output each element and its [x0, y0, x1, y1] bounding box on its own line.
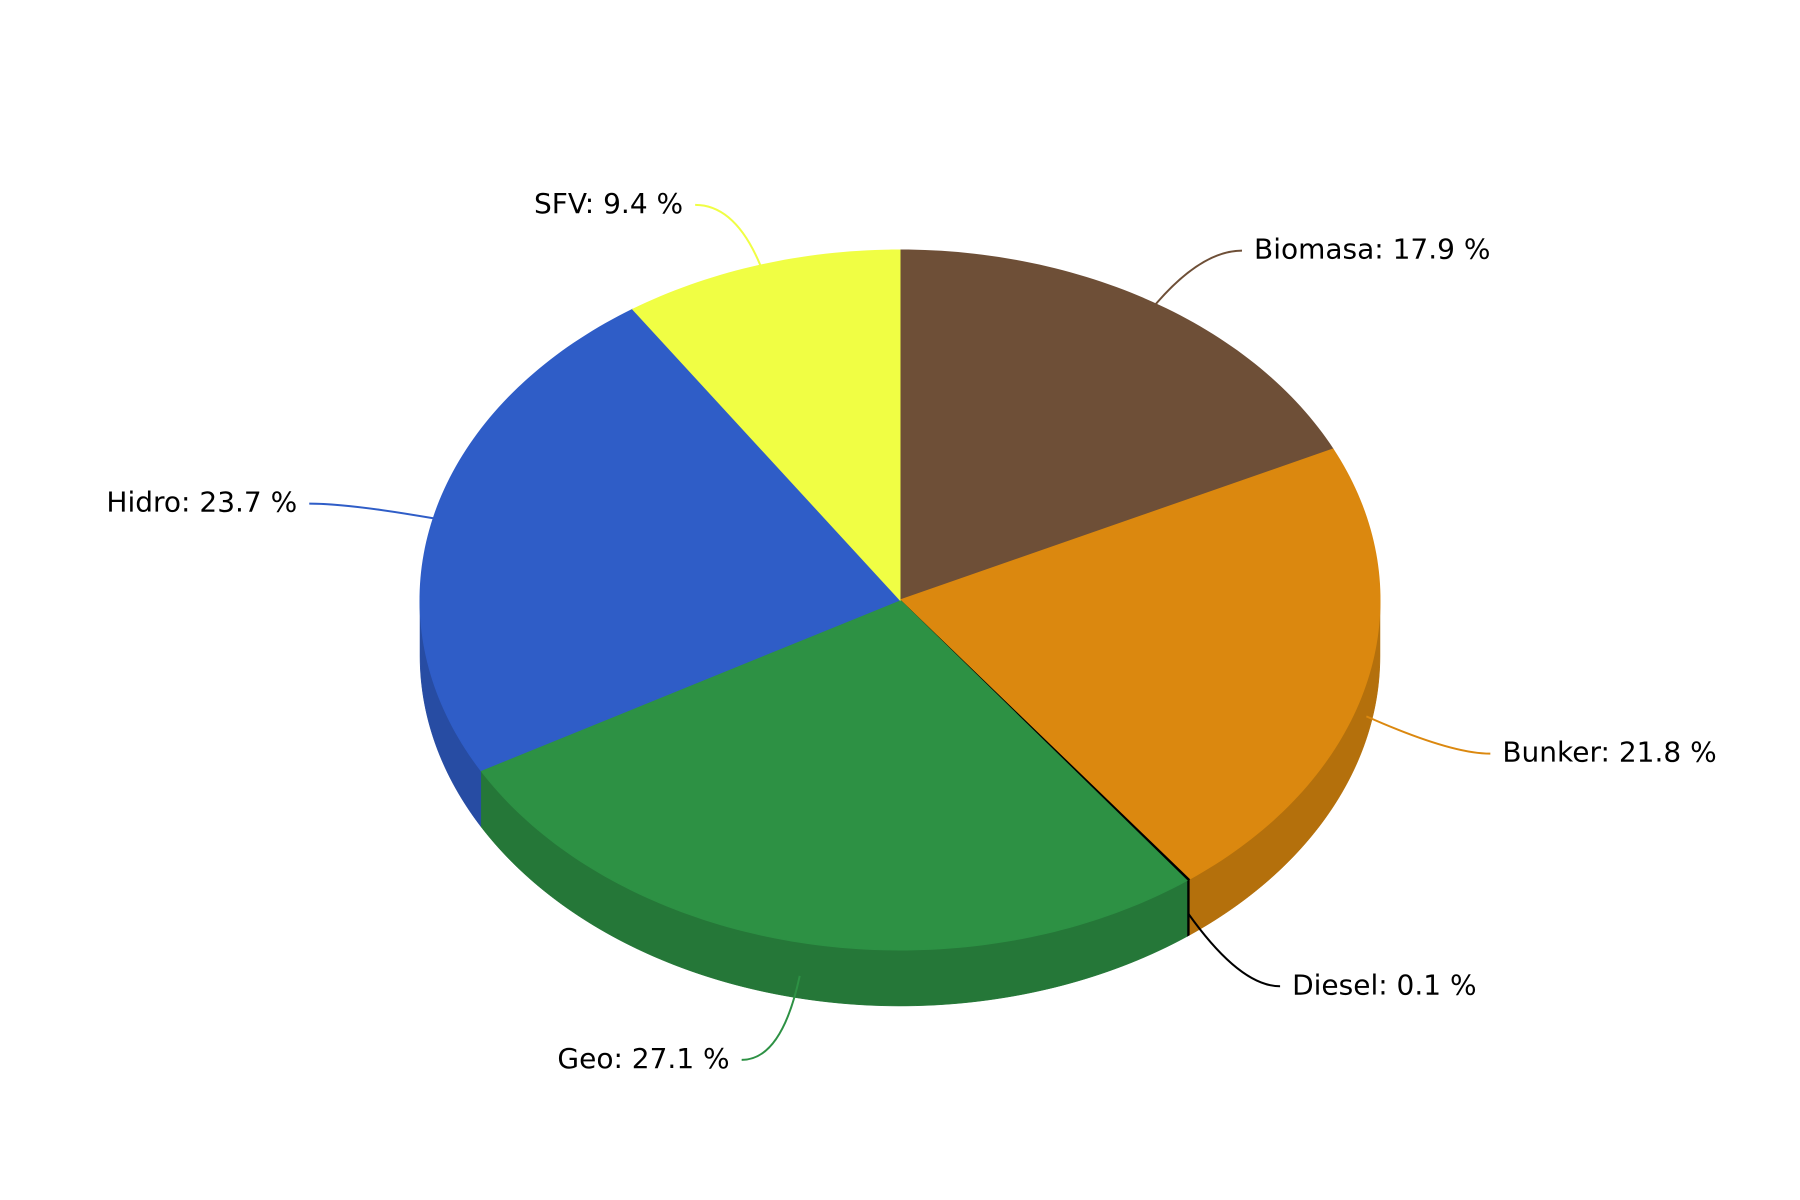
leader-line — [1155, 249, 1242, 305]
slice-side — [1186, 878, 1190, 937]
slice — [899, 448, 1381, 880]
data-label: Hidro: 23.7 % — [106, 486, 297, 519]
leader-line — [741, 975, 801, 1061]
data-label: Biomasa: 17.9 % — [1254, 233, 1490, 266]
leader-line — [1187, 912, 1281, 988]
slice — [899, 249, 1334, 601]
data-label: Diesel: 0.1 % — [1292, 968, 1477, 1001]
leader-line — [695, 203, 762, 266]
leader-line — [309, 502, 434, 520]
data-label: SFV: 9.4 % — [534, 187, 683, 220]
data-label: Bunker: 21.8 % — [1502, 736, 1716, 769]
slice — [480, 599, 1188, 951]
leader-line — [1365, 715, 1491, 755]
data-label: Geo: 27.1 % — [557, 1042, 729, 1075]
